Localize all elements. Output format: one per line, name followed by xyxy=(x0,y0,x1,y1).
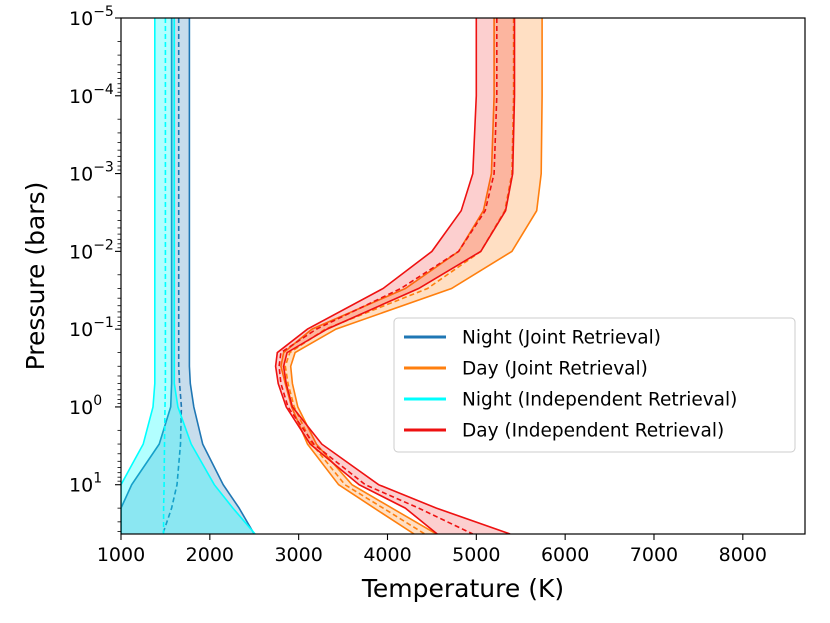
series-0-upper-line xyxy=(188,18,255,534)
x-tick-label-4: 5000 xyxy=(452,544,500,566)
y-tick-label-0: 10−5 xyxy=(69,4,114,30)
y-tick-label-4: 10−1 xyxy=(69,315,114,341)
x-tick-label-6: 7000 xyxy=(630,544,678,566)
legend-box xyxy=(393,317,796,453)
series-3-median-line xyxy=(278,18,498,534)
plot-area xyxy=(121,18,543,534)
legend-label-3: Day (Independent Retrieval) xyxy=(462,421,724,442)
y-tick-label-1: 10−4 xyxy=(69,82,114,108)
y-tick-label-5: 100 xyxy=(69,393,102,419)
series-1-lower-line xyxy=(280,18,495,534)
plot-frame xyxy=(120,17,806,535)
x-tick-label-7: 8000 xyxy=(719,544,767,566)
y-tick-label-2: 10−3 xyxy=(69,160,114,186)
legend-label-2: Night (Independent Retrieval) xyxy=(462,390,737,411)
series-2-band xyxy=(121,18,256,534)
x-axis-label: Temperature (K) xyxy=(361,574,564,603)
legend: Night (Joint Retrieval) Day (Joint Retrie… xyxy=(393,317,796,453)
y-tick-label-3: 10−2 xyxy=(69,237,114,263)
series-3-band xyxy=(275,18,515,534)
series-0-lower-line xyxy=(121,18,173,534)
series-3 xyxy=(274,18,516,534)
series-2 xyxy=(121,18,256,534)
series-3-lower-line xyxy=(274,18,478,534)
legend-label-0: Night (Joint Retrieval) xyxy=(462,328,661,349)
x-axis: 1000 2000 3000 4000 5000 6000 7000 8000 xyxy=(97,534,767,566)
x-tick-label-0: 1000 xyxy=(97,544,145,566)
series-0 xyxy=(121,18,255,534)
x-tick-label-2: 3000 xyxy=(274,544,322,566)
x-tick-label-5: 6000 xyxy=(541,544,589,566)
series-2-upper-line xyxy=(173,18,256,534)
series-1-upper-line xyxy=(289,18,543,534)
y-axis-label: Pressure (bars) xyxy=(21,182,50,371)
y-tick-label-6: 101 xyxy=(69,471,102,497)
legend-label-1: Day (Joint Retrieval) xyxy=(462,359,648,380)
y-axis: 10−5 10−4 10−3 10−2 10−1 100 101 xyxy=(69,4,121,532)
series-3-upper-line xyxy=(282,18,516,534)
x-tick-label-1: 2000 xyxy=(186,544,234,566)
series-2-lower-line xyxy=(121,18,156,534)
series-1-band xyxy=(280,18,543,534)
x-tick-label-3: 4000 xyxy=(363,544,411,566)
series-0-band xyxy=(121,18,255,534)
